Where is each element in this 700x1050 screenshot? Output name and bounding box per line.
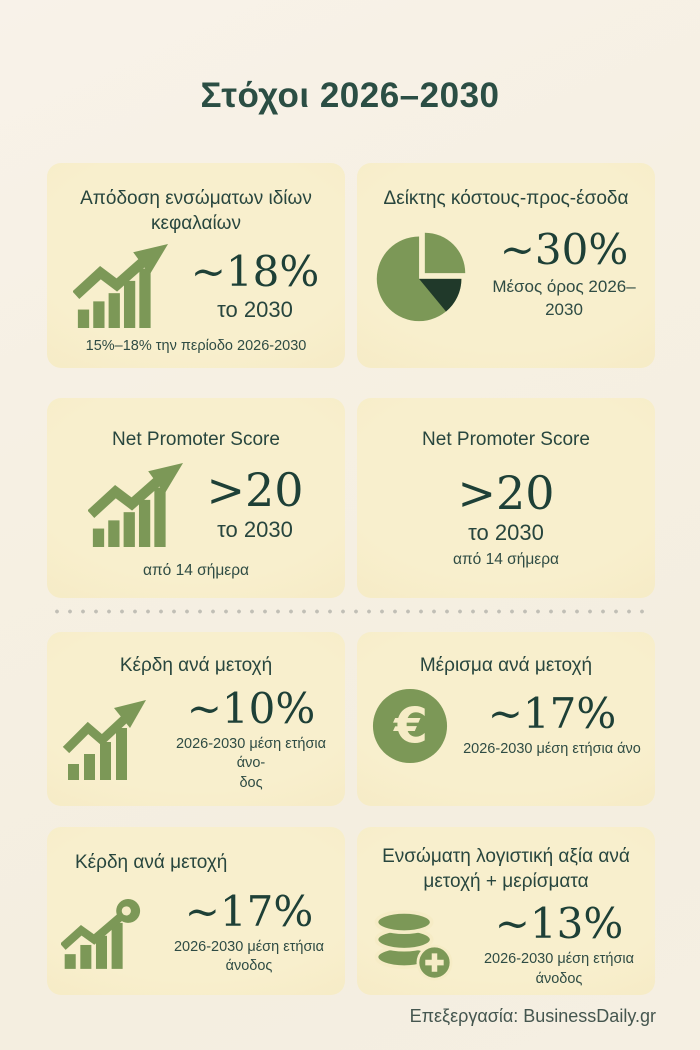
page-title: Στόχοι 2026–2030: [200, 76, 500, 115]
metric-subtitle: 2026-2030 μέση ετήσια άνοδος: [483, 951, 635, 988]
metric-value: ~18%: [190, 246, 320, 296]
card-net-promoter-score-2: Net Promoter Score >20 το 2030 από 14 σή…: [357, 398, 655, 598]
card-title: Ενσώματη λογιστική αξία ανά μετοχή + μερ…: [382, 846, 630, 892]
metric-value: ~13%: [494, 899, 624, 949]
metric-subtitle: 15%–18% την περίοδο 2026-2030: [85, 338, 307, 355]
trend-up-bars-icon: [88, 462, 192, 547]
metric-subtitle: από 14 σήμερα: [453, 550, 559, 568]
card-cost-to-income: Δείκτης κόστους-προς-έσοδα ~30% Μέσος όρ…: [357, 163, 655, 368]
euro-symbol: €: [393, 698, 428, 754]
metric-subtitle: 2026-2030 μέση ετήσια άνοδος: [173, 938, 325, 975]
pie-chart-icon: [371, 224, 471, 326]
card-title: Απόδοση ενσώματων ιδίων κεφαλαίων: [80, 188, 312, 234]
metric-subtitle: 2026-2030 μέση ετήσια άνο- δος: [175, 735, 327, 791]
card-net-promoter-score-1: Net Promoter Score >20 το 2030 από 14 σή…: [47, 398, 345, 598]
card-earnings-per-share-2: Κέρδη ανά μετοχή ~17% 2026-2030 μέση ετή…: [47, 827, 345, 995]
card-tangible-book-value: Ενσώματη λογιστική αξία ανά μετοχή + μερ…: [357, 827, 655, 995]
dotted-divider: [55, 609, 645, 614]
trend-up-bars-icon: [72, 244, 177, 329]
metric-caption: το 2030: [217, 296, 293, 322]
metric-value: ~30%: [499, 224, 629, 274]
card-title: Μέρισμα ανά μετοχή: [419, 655, 593, 676]
card-title: Κέρδη ανά μετοχή: [119, 655, 273, 676]
footer-credit: Επεξεργασία: BusinessDaily.gr: [409, 1006, 656, 1026]
trend-up-bars-icon: [61, 700, 157, 781]
metric-value: ~17%: [184, 886, 314, 936]
card-title: Net Promoter Score: [112, 429, 280, 450]
card-title: Net Promoter Score: [422, 429, 590, 450]
euro-coin-icon: €: [371, 687, 449, 765]
trend-up-curl-icon: [61, 897, 153, 970]
metric-value: ~10%: [186, 683, 316, 733]
metric-value: >20: [206, 463, 304, 518]
coin-stack-plus-icon: [371, 907, 463, 985]
card-title: Κέρδη ανά μετοχή: [75, 852, 228, 873]
metric-subtitle: από 14 σήμερα: [143, 561, 249, 579]
metric-value: ~17%: [487, 688, 617, 738]
card-return-on-tangible-equity: Απόδοση ενσώματων ιδίων κεφαλαίων ~18% τ…: [47, 163, 345, 368]
metric-subtitle: 2026-2030 μέση ετήσια άνο: [463, 740, 641, 757]
card-dividend-per-share: Μέρισμα ανά μετοχή € ~17% 2026-2030 μέση…: [357, 632, 655, 806]
metric-caption: το 2030: [468, 519, 544, 545]
metric-value: >20: [457, 465, 555, 520]
metric-subtitle: Μέσος όρος 2026–2030: [492, 276, 636, 319]
metric-caption: το 2030: [217, 517, 293, 543]
card-title: Δείκτης κόστους-προς-έσοδα: [383, 188, 629, 209]
card-earnings-per-share-1: Κέρδη ανά μετοχή ~10% 2026-2030 μέση ετή…: [47, 632, 345, 806]
